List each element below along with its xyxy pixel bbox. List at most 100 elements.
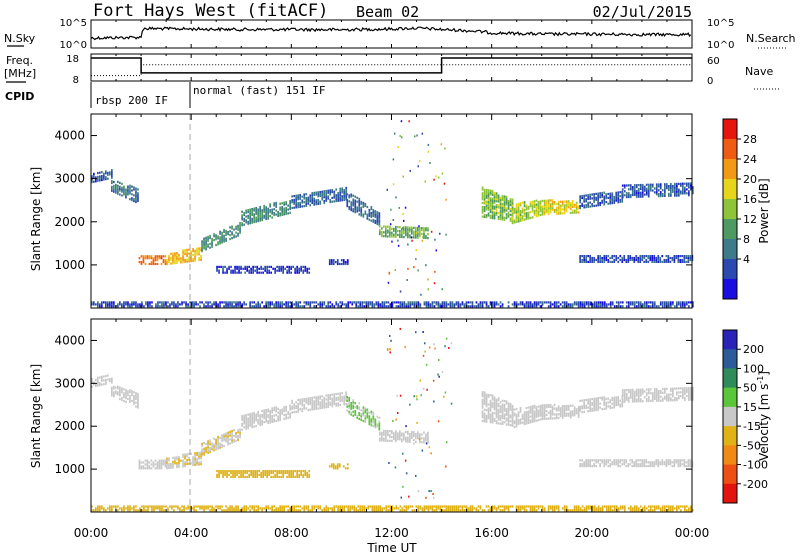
velocity-cell [293, 507, 295, 510]
velocity-cell [335, 404, 338, 407]
velocity-cell [597, 402, 599, 406]
power-cell [495, 301, 498, 304]
power-cell [389, 227, 391, 230]
power-cell [509, 207, 512, 211]
velocity-cell [288, 470, 290, 473]
power-cell [529, 201, 532, 204]
power-cell [611, 202, 614, 205]
power-cell [147, 303, 149, 306]
power-cell [433, 301, 436, 304]
power-cell [555, 303, 558, 306]
velocity-cell [253, 415, 255, 418]
power-cell [615, 197, 618, 200]
power-cell [93, 176, 95, 179]
velocity-cell [366, 412, 369, 415]
power-cell [217, 241, 219, 244]
power-cell [405, 303, 408, 306]
power-cell [117, 180, 119, 183]
power-cell [481, 215, 484, 218]
power-cell [334, 261, 337, 264]
power-cell [649, 256, 652, 260]
velocity-cell [635, 394, 638, 397]
velocity-cell [178, 458, 180, 461]
velocity-cell [589, 461, 591, 464]
power-cell [289, 205, 291, 209]
velocity-background [91, 319, 692, 512]
power-cell [471, 303, 474, 306]
velocity-cell [161, 509, 163, 512]
velocity-cell [689, 463, 692, 466]
power-cell [253, 305, 255, 308]
power-cell [207, 239, 209, 242]
power-cell [537, 200, 540, 204]
velocity-cell [237, 431, 239, 434]
velocity-cell [157, 505, 159, 508]
velocity-cell [623, 389, 626, 392]
velocity-cell [481, 406, 484, 409]
power-cell [99, 175, 101, 178]
power-cell [346, 193, 349, 196]
velocity-cell [635, 400, 638, 403]
power-cell [378, 216, 381, 219]
power-cell [251, 208, 253, 211]
velocity-cell [559, 407, 562, 410]
velocity-cell [203, 509, 205, 512]
velocity-cell [667, 463, 670, 466]
velocity-cell [639, 398, 642, 401]
velocity-cell [125, 507, 127, 510]
velocity-cell [327, 507, 330, 510]
power-cell [295, 194, 297, 197]
power-cell [261, 209, 263, 212]
velocity-cell [265, 412, 267, 415]
power-cell [213, 239, 215, 242]
velocity-cell [153, 509, 155, 512]
power-cell [156, 257, 159, 260]
velocity-cell [686, 391, 688, 394]
power-cell [229, 237, 231, 241]
velocity-cell [205, 507, 207, 510]
power-cell [346, 259, 349, 262]
velocity-cell [311, 402, 314, 405]
power-cell [231, 237, 233, 240]
power-cell [345, 305, 348, 308]
power-cell [627, 184, 630, 187]
power-cell [631, 193, 634, 197]
velocity-cell [385, 439, 387, 442]
power-cell [535, 211, 538, 214]
velocity-cell [383, 437, 385, 440]
velocity-cell [273, 505, 275, 508]
velocity-cell [301, 398, 304, 401]
power-cell [152, 259, 155, 262]
power-cell [354, 209, 357, 212]
power-cell [234, 265, 236, 268]
velocity-cell [200, 455, 202, 458]
velocity-cell [543, 408, 546, 411]
velocity-cell [378, 428, 381, 431]
velocity-cell [676, 391, 678, 394]
velocity-cell [521, 415, 524, 419]
power-cell [491, 205, 494, 208]
power-cell [255, 216, 257, 219]
power-cell [297, 198, 299, 201]
power-cell [629, 258, 632, 262]
power-cell [637, 187, 640, 191]
power-cell [232, 269, 234, 272]
velocity-cell [253, 505, 255, 508]
velocity-cell [605, 459, 608, 462]
power-cell [491, 199, 494, 202]
power-cell [595, 303, 598, 306]
power-cell [571, 203, 574, 207]
velocity-cell [651, 399, 654, 402]
velocity-cell [239, 428, 241, 431]
power-cell [276, 265, 278, 268]
velocity-cell [121, 398, 123, 402]
velocity-cell [541, 414, 544, 417]
power-cell [597, 305, 600, 308]
power-cell [240, 267, 242, 270]
power-cell [647, 255, 650, 258]
velocity-cell [497, 403, 500, 406]
velocity-cell [405, 436, 407, 439]
power-cell [119, 181, 121, 184]
power-cell [621, 188, 624, 191]
power-cell [489, 193, 492, 196]
